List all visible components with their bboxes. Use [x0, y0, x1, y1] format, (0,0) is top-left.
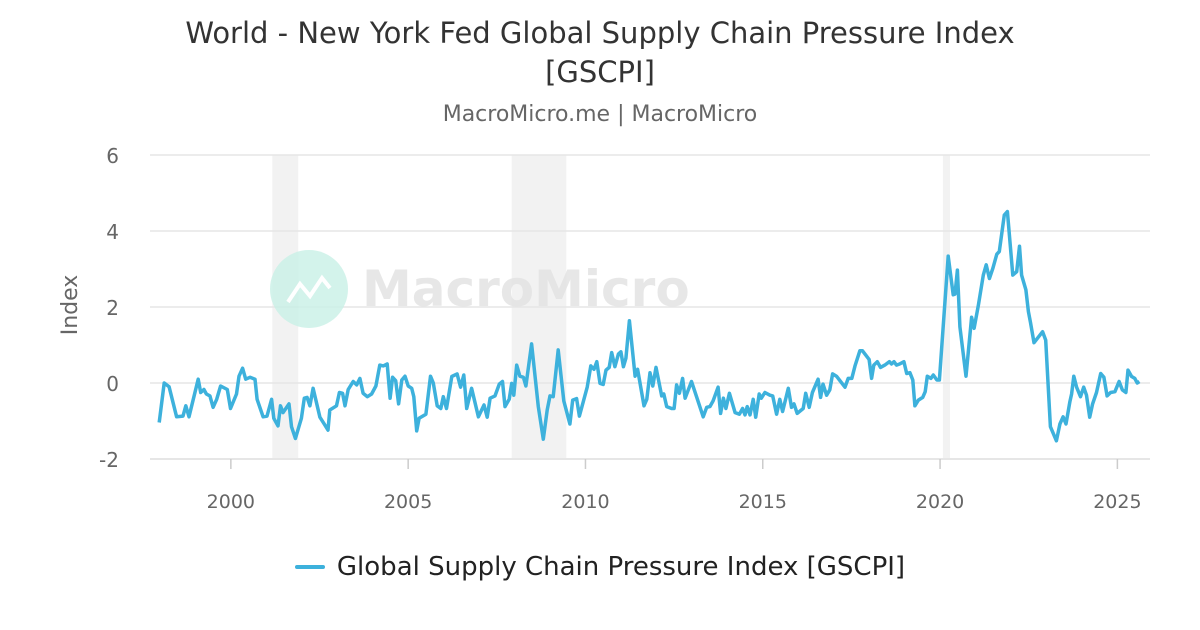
watermark-text: MacroMicro [362, 260, 690, 318]
y-tick-label: 0 [106, 372, 119, 396]
watermark-chart-icon [286, 274, 332, 304]
x-tick-label: 2010 [561, 491, 609, 513]
legend-label: Global Supply Chain Pressure Index [GSCP… [336, 552, 906, 582]
x-tick-label: 2025 [1093, 491, 1141, 513]
y-tick-label: 2 [106, 296, 119, 320]
y-tick-label: 6 [106, 144, 119, 168]
x-tick-label: 2000 [207, 491, 255, 513]
y-tick-label: 4 [106, 220, 119, 244]
series-line [157, 209, 1141, 443]
x-tick-label: 2020 [916, 491, 964, 513]
chart-subtitle: MacroMicro.me | MacroMicro [442, 102, 758, 127]
x-tick-label: 2015 [739, 491, 787, 513]
chart-title: World - New York Fed Global Supply Chain… [185, 16, 1015, 89]
y-axis-label: Index [58, 275, 83, 336]
watermark-logo-icon [270, 250, 348, 328]
x-tick-label: 2005 [384, 491, 432, 513]
y-tick-label: -2 [99, 448, 119, 472]
legend[interactable]: Global Supply Chain Pressure Index [GSCP… [0, 552, 1200, 582]
legend-swatch [294, 565, 325, 569]
